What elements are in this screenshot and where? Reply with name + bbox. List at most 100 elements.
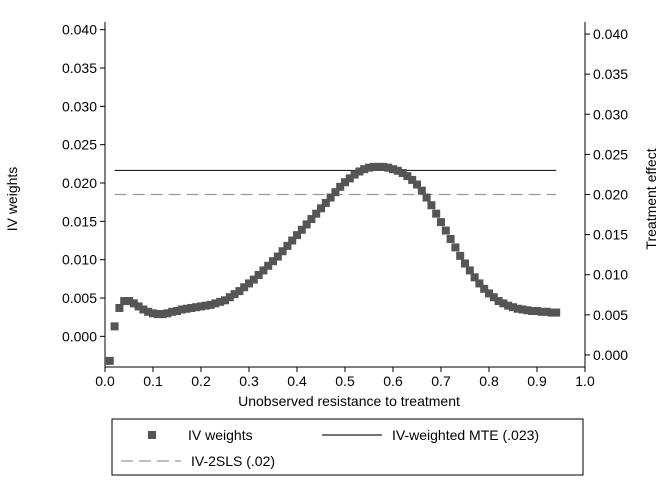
y-tick-label: 0.015 bbox=[62, 213, 97, 229]
iv-weight-point bbox=[192, 303, 201, 312]
y2-tick-label: 0.030 bbox=[593, 106, 628, 122]
iv-weight-point bbox=[499, 299, 508, 308]
iv-weight-point bbox=[537, 307, 546, 316]
y2-tick-label: 0.020 bbox=[593, 187, 628, 203]
iv-weight-point bbox=[504, 301, 513, 310]
iv-weight-point bbox=[211, 299, 220, 308]
legend: IV weights IV-weighted MTE (.023) IV-2SL… bbox=[111, 418, 584, 476]
iv-weight-point bbox=[163, 309, 172, 318]
y-axis-title: IV weights bbox=[4, 167, 20, 232]
iv-weight-point bbox=[494, 297, 503, 306]
y2-tick-label: 0.025 bbox=[593, 146, 628, 162]
iv-weight-point bbox=[389, 165, 397, 174]
iv-weight-point bbox=[278, 247, 287, 256]
legend-marker-iv-weights bbox=[148, 431, 156, 439]
iv-weight-point bbox=[144, 307, 153, 316]
iv-weight-point bbox=[283, 241, 292, 250]
iv-weight-point bbox=[273, 252, 282, 261]
iv-weight-point bbox=[393, 166, 402, 175]
legend-box bbox=[111, 418, 584, 476]
y2-tick-label: 0.010 bbox=[593, 267, 628, 283]
iv-weight-point bbox=[149, 309, 157, 318]
iv-weight-point bbox=[293, 231, 301, 240]
iv-weight-point bbox=[197, 302, 205, 311]
iv-weight-point bbox=[110, 322, 119, 331]
iv-weight-point bbox=[379, 162, 388, 171]
iv-weight-point bbox=[297, 225, 306, 234]
iv-weight-point bbox=[221, 296, 229, 305]
x-tick-label: 0.8 bbox=[479, 373, 499, 389]
y2-tick-label: 0.035 bbox=[593, 66, 628, 82]
iv-weight-point bbox=[216, 297, 225, 306]
iv-weight-point bbox=[441, 226, 450, 235]
x-tick-label: 0.0 bbox=[95, 373, 115, 389]
iv-weight-point bbox=[446, 234, 455, 243]
iv-weight-point bbox=[437, 218, 445, 227]
iv-weight-point bbox=[235, 287, 244, 296]
legend-label-iv-weights: IV weights bbox=[188, 427, 253, 443]
iv-weight-point bbox=[432, 209, 441, 218]
legend-label-mte: IV-weighted MTE (.023) bbox=[392, 427, 539, 443]
iv-weight-point bbox=[355, 167, 364, 176]
iv-weight-point bbox=[317, 204, 325, 213]
y-tick-label: 0.040 bbox=[62, 22, 97, 38]
iv-weight-point bbox=[345, 174, 354, 183]
y-tick-label: 0.010 bbox=[62, 252, 97, 268]
iv-weight-point bbox=[326, 193, 335, 202]
iv-weight-point bbox=[403, 172, 412, 181]
iv-weight-point bbox=[312, 209, 321, 218]
y-tick-label: 0.030 bbox=[62, 98, 97, 114]
x-tick-label: 0.3 bbox=[239, 373, 259, 389]
iv-weight-point bbox=[465, 266, 474, 275]
y2-tick-label: 0.040 bbox=[593, 26, 628, 42]
iv-weight-point bbox=[350, 170, 359, 179]
iv-weight-point bbox=[408, 175, 417, 184]
iv-weight-point bbox=[168, 307, 177, 316]
x-axis-title: Unobserved resistance to treatment bbox=[238, 393, 460, 409]
iv-weight-point bbox=[513, 304, 522, 313]
iv-weight-point bbox=[518, 305, 527, 314]
iv-weight-point bbox=[384, 163, 393, 172]
iv-weight-point bbox=[528, 307, 537, 316]
y-tick-label: 0.005 bbox=[62, 290, 97, 306]
y2-tick-label: 0.005 bbox=[593, 307, 628, 323]
iv-weight-point bbox=[264, 261, 273, 270]
iv-weight-point bbox=[177, 305, 186, 314]
iv-weight-point bbox=[413, 180, 421, 189]
iv-weight-point bbox=[365, 163, 373, 172]
iv-weight-point bbox=[105, 356, 114, 365]
iv-weight-point bbox=[523, 306, 532, 315]
y2-axis-title: Treatment effect bbox=[643, 148, 659, 249]
iv-weight-point bbox=[456, 251, 465, 260]
iv-weight-point bbox=[115, 303, 124, 312]
x-tick-label: 1.0 bbox=[575, 373, 595, 389]
iv-weight-point bbox=[552, 308, 561, 317]
x-tick-label: 0.7 bbox=[431, 373, 451, 389]
iv-weight-point bbox=[187, 303, 196, 312]
iv-weight-point bbox=[125, 297, 133, 306]
legend-label-2sls: IV-2SLS (.02) bbox=[191, 453, 275, 469]
iv-weight-point bbox=[485, 289, 493, 298]
x-tick-label: 0.1 bbox=[143, 373, 163, 389]
iv-weight-point bbox=[153, 310, 162, 319]
x-tick-label: 0.2 bbox=[191, 373, 211, 389]
iv-weight-point bbox=[509, 303, 517, 312]
iv-weight-point bbox=[182, 304, 191, 313]
iv-weight-point bbox=[475, 279, 484, 288]
iv-weight-point bbox=[374, 162, 383, 171]
iv-weight-point bbox=[489, 293, 498, 302]
y2-tick-label: 0.015 bbox=[593, 227, 628, 243]
iv-weight-point bbox=[542, 307, 551, 316]
iv-weight-point bbox=[134, 302, 143, 311]
iv-weight-point bbox=[480, 284, 489, 293]
iv-weight-point bbox=[173, 307, 181, 316]
iv-weight-point bbox=[269, 257, 277, 266]
iv-weight-point bbox=[451, 243, 460, 252]
x-tick-label: 0.6 bbox=[383, 373, 403, 389]
x-tick-label: 0.9 bbox=[527, 373, 547, 389]
iv-weight-point bbox=[417, 186, 426, 195]
iv-weight-point bbox=[331, 188, 340, 197]
iv-weight-point bbox=[341, 178, 349, 187]
